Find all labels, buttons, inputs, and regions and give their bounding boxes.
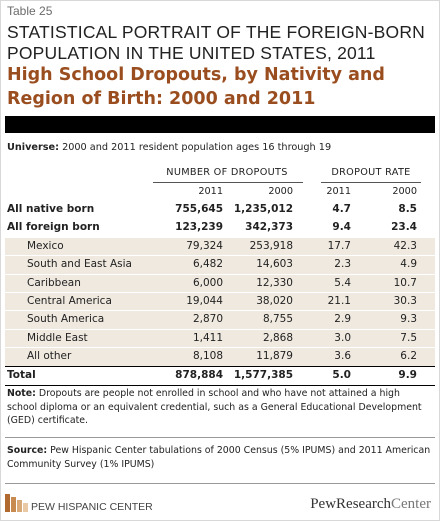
cell-value: 23.4 — [391, 221, 417, 234]
total-rule — [5, 365, 435, 367]
footer-right: PewResearchCenter — [310, 496, 431, 513]
row-shade — [5, 328, 435, 348]
universe: Universe: 2000 and 2011 resident populat… — [7, 142, 331, 153]
cell-value: 19,044 — [186, 295, 223, 307]
row-label: All foreign born — [7, 221, 100, 234]
cell-value: 11,879 — [256, 350, 293, 363]
cell-value: 5.0 — [332, 368, 351, 381]
cell-value: 9.3 — [400, 313, 417, 326]
cell-value: 10.7 — [393, 276, 417, 289]
row-shade — [5, 236, 435, 256]
divider — [5, 437, 435, 438]
cell-value: 17.7 — [327, 239, 351, 252]
row-shade — [5, 255, 435, 274]
footer-right-b: Center — [391, 496, 431, 512]
row-shade — [5, 292, 435, 311]
cell-value: 2,870 — [192, 313, 223, 326]
row-shade — [5, 273, 435, 292]
row-label: South and East Asia — [27, 258, 132, 271]
cell-value: 30.3 — [393, 295, 417, 307]
cell-value: 8,755 — [262, 313, 293, 326]
title-line: POPULATION IN THE UNITED STATES, 2011 — [7, 43, 376, 63]
table-bottom — [5, 385, 435, 386]
group-rule — [321, 182, 421, 183]
row-label: Central America — [27, 295, 112, 307]
cell-value: 1,577,385 — [233, 368, 293, 381]
note: Note: Dropouts are people not enrolled i… — [7, 387, 431, 428]
year-header: 2000 — [268, 186, 293, 197]
row-label: South America — [27, 313, 105, 326]
cell-value: 5.4 — [334, 276, 351, 289]
cell-value: 1,411 — [192, 331, 223, 344]
row-label: Total — [7, 368, 36, 381]
cell-value: 8.5 — [398, 203, 417, 215]
footer-right-a: PewResearch — [310, 496, 392, 512]
year-header: 2000 — [392, 186, 417, 197]
cell-value: 123,239 — [175, 221, 223, 234]
source-label: Source: — [7, 445, 48, 456]
pew-hispanic-logo — [5, 494, 28, 512]
universe-label: Universe: — [7, 142, 59, 153]
cell-value: 14,603 — [256, 258, 293, 271]
row-label: All other — [27, 350, 72, 363]
row-label: Mexico — [27, 239, 64, 252]
cell-value: 9.9 — [398, 368, 417, 381]
cell-value: 6,000 — [192, 276, 223, 289]
cell-value: 9.4 — [332, 221, 351, 234]
subtitle-line: Region of Birth: 2000 and 2011 — [7, 89, 316, 109]
cell-value: 79,324 — [186, 239, 223, 252]
cell-value: 4.7 — [332, 203, 351, 215]
cell-value: 3.6 — [334, 350, 351, 363]
table-label: Table 25 — [7, 4, 53, 18]
footer-left: PEW HISPANIC CENTER — [31, 501, 153, 513]
row-shade — [5, 347, 435, 366]
subtitle-line: High School Dropouts, by Nativity and — [7, 65, 385, 85]
note-text: Dropouts are people not enrolled in scho… — [7, 388, 422, 426]
year-header: 2011 — [326, 186, 351, 197]
cell-value: 6.2 — [400, 350, 417, 363]
row-label: Caribbean — [27, 276, 81, 289]
cell-value: 2,868 — [262, 331, 293, 344]
year-header: 2011 — [198, 186, 223, 197]
cell-value: 878,884 — [175, 368, 223, 381]
cell-value: 253,918 — [249, 239, 293, 252]
cell-value: 42.3 — [393, 239, 417, 252]
cell-value: 2.3 — [334, 258, 351, 271]
row-label: Middle East — [27, 331, 88, 344]
group-header: NUMBER OF DROPOUTS — [166, 167, 288, 178]
cell-value: 7.5 — [400, 331, 417, 344]
cell-value: 1,235,012 — [233, 203, 293, 215]
row-shade — [5, 310, 435, 329]
header-bar — [5, 116, 435, 133]
cell-value: 2.9 — [334, 313, 351, 326]
universe-text: 2000 and 2011 resident population ages 1… — [62, 142, 332, 153]
cell-value: 342,373 — [245, 221, 293, 234]
cell-value: 8,108 — [192, 350, 223, 363]
cell-value: 38,020 — [256, 295, 293, 307]
source: Source: Pew Hispanic Center tabulations … — [7, 444, 431, 471]
cell-value: 21.1 — [327, 295, 351, 307]
divider — [5, 483, 435, 484]
cell-value: 12,330 — [256, 276, 293, 289]
cell-value: 6,482 — [192, 258, 223, 271]
row-label: All native born — [7, 203, 95, 215]
cell-value: 3.0 — [334, 331, 351, 344]
title-line: STATISTICAL PORTRAIT OF THE FOREIGN-BORN — [7, 22, 425, 42]
group-rule — [153, 182, 303, 183]
note-label: Note: — [7, 388, 36, 399]
source-text: Pew Hispanic Center tabulations of 2000 … — [7, 445, 431, 470]
cell-value: 4.9 — [400, 258, 417, 271]
group-header: DROPOUT RATE — [331, 167, 411, 178]
cell-value: 755,645 — [175, 203, 223, 215]
